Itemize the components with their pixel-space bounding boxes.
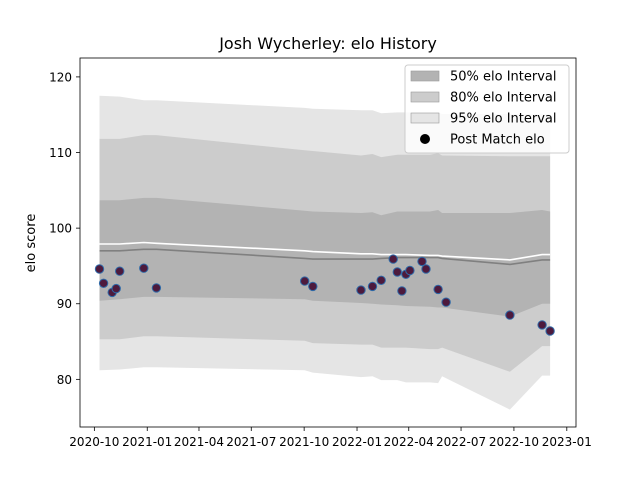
x-tick-label: 2021-04 xyxy=(174,435,224,449)
legend-band95-swatch xyxy=(410,112,440,124)
post-match-point xyxy=(405,265,415,276)
y-tick-label: 80 xyxy=(57,373,72,387)
legend: 50% elo Interval 80% elo Interval 95% elo … xyxy=(404,64,570,154)
y-axis: 80 90 100 110 120 xyxy=(49,70,80,387)
legend-label: 50% elo Interval xyxy=(450,70,557,85)
post-match-point xyxy=(505,310,515,320)
post-match-point xyxy=(139,263,149,273)
y-tick-label: 120 xyxy=(49,70,72,84)
x-axis: 2020-10 2021-01 2021-04 2021-07 2021-10 2022-… xyxy=(69,427,592,449)
mean-line xyxy=(99,241,551,261)
post-match-point xyxy=(433,284,443,295)
legend-label: Post Match elo xyxy=(450,133,545,148)
post-match-point xyxy=(417,256,427,267)
post-match-point xyxy=(537,320,547,330)
post-match-point xyxy=(441,297,451,307)
x-tick-label: 2020-10 xyxy=(69,435,119,449)
x-tick-label: 2021-01 xyxy=(122,435,172,449)
post-match-points xyxy=(94,254,555,336)
x-tick-label: 2021-10 xyxy=(279,435,329,449)
post-match-point xyxy=(94,264,105,274)
post-match-point xyxy=(111,283,121,294)
legend-label: 80% elo Interval xyxy=(450,91,557,106)
legend-point-swatch xyxy=(420,134,430,144)
post-match-point xyxy=(308,281,318,292)
y-tick-label: 90 xyxy=(57,297,72,311)
post-match-point xyxy=(367,281,378,292)
post-match-point xyxy=(376,275,386,285)
y-axis-label: elo score xyxy=(24,214,39,273)
x-tick-label: 2022-07 xyxy=(436,435,486,449)
post-match-point xyxy=(356,285,366,295)
post-match-point xyxy=(392,267,402,277)
x-tick-label: 2021-07 xyxy=(226,435,276,449)
plot-frame xyxy=(79,57,577,428)
median-line xyxy=(99,248,551,266)
chart-title: Josh Wycherley: elo History xyxy=(218,34,437,53)
x-tick-label: 2022-10 xyxy=(489,435,539,449)
y-tick-label: 110 xyxy=(49,146,72,160)
post-match-point xyxy=(545,326,555,336)
x-tick-label: 2022-01 xyxy=(332,435,382,449)
post-match-point xyxy=(300,276,310,286)
post-match-point xyxy=(115,266,125,276)
post-match-point xyxy=(421,264,431,274)
post-match-point xyxy=(98,278,109,288)
x-tick-label: 2023-01 xyxy=(542,435,592,449)
x-tick-label: 2022-04 xyxy=(384,435,434,449)
elo-lines xyxy=(99,241,551,266)
interval-bands xyxy=(99,95,551,410)
post-match-point xyxy=(397,286,407,296)
legend-label: 95% elo Interval xyxy=(450,112,557,127)
y-tick-label: 100 xyxy=(49,222,72,236)
legend-band80-swatch xyxy=(410,91,440,103)
post-match-point xyxy=(151,283,162,293)
legend-band50-swatch xyxy=(410,70,440,82)
post-match-point xyxy=(388,254,398,264)
legend-box xyxy=(404,64,570,154)
